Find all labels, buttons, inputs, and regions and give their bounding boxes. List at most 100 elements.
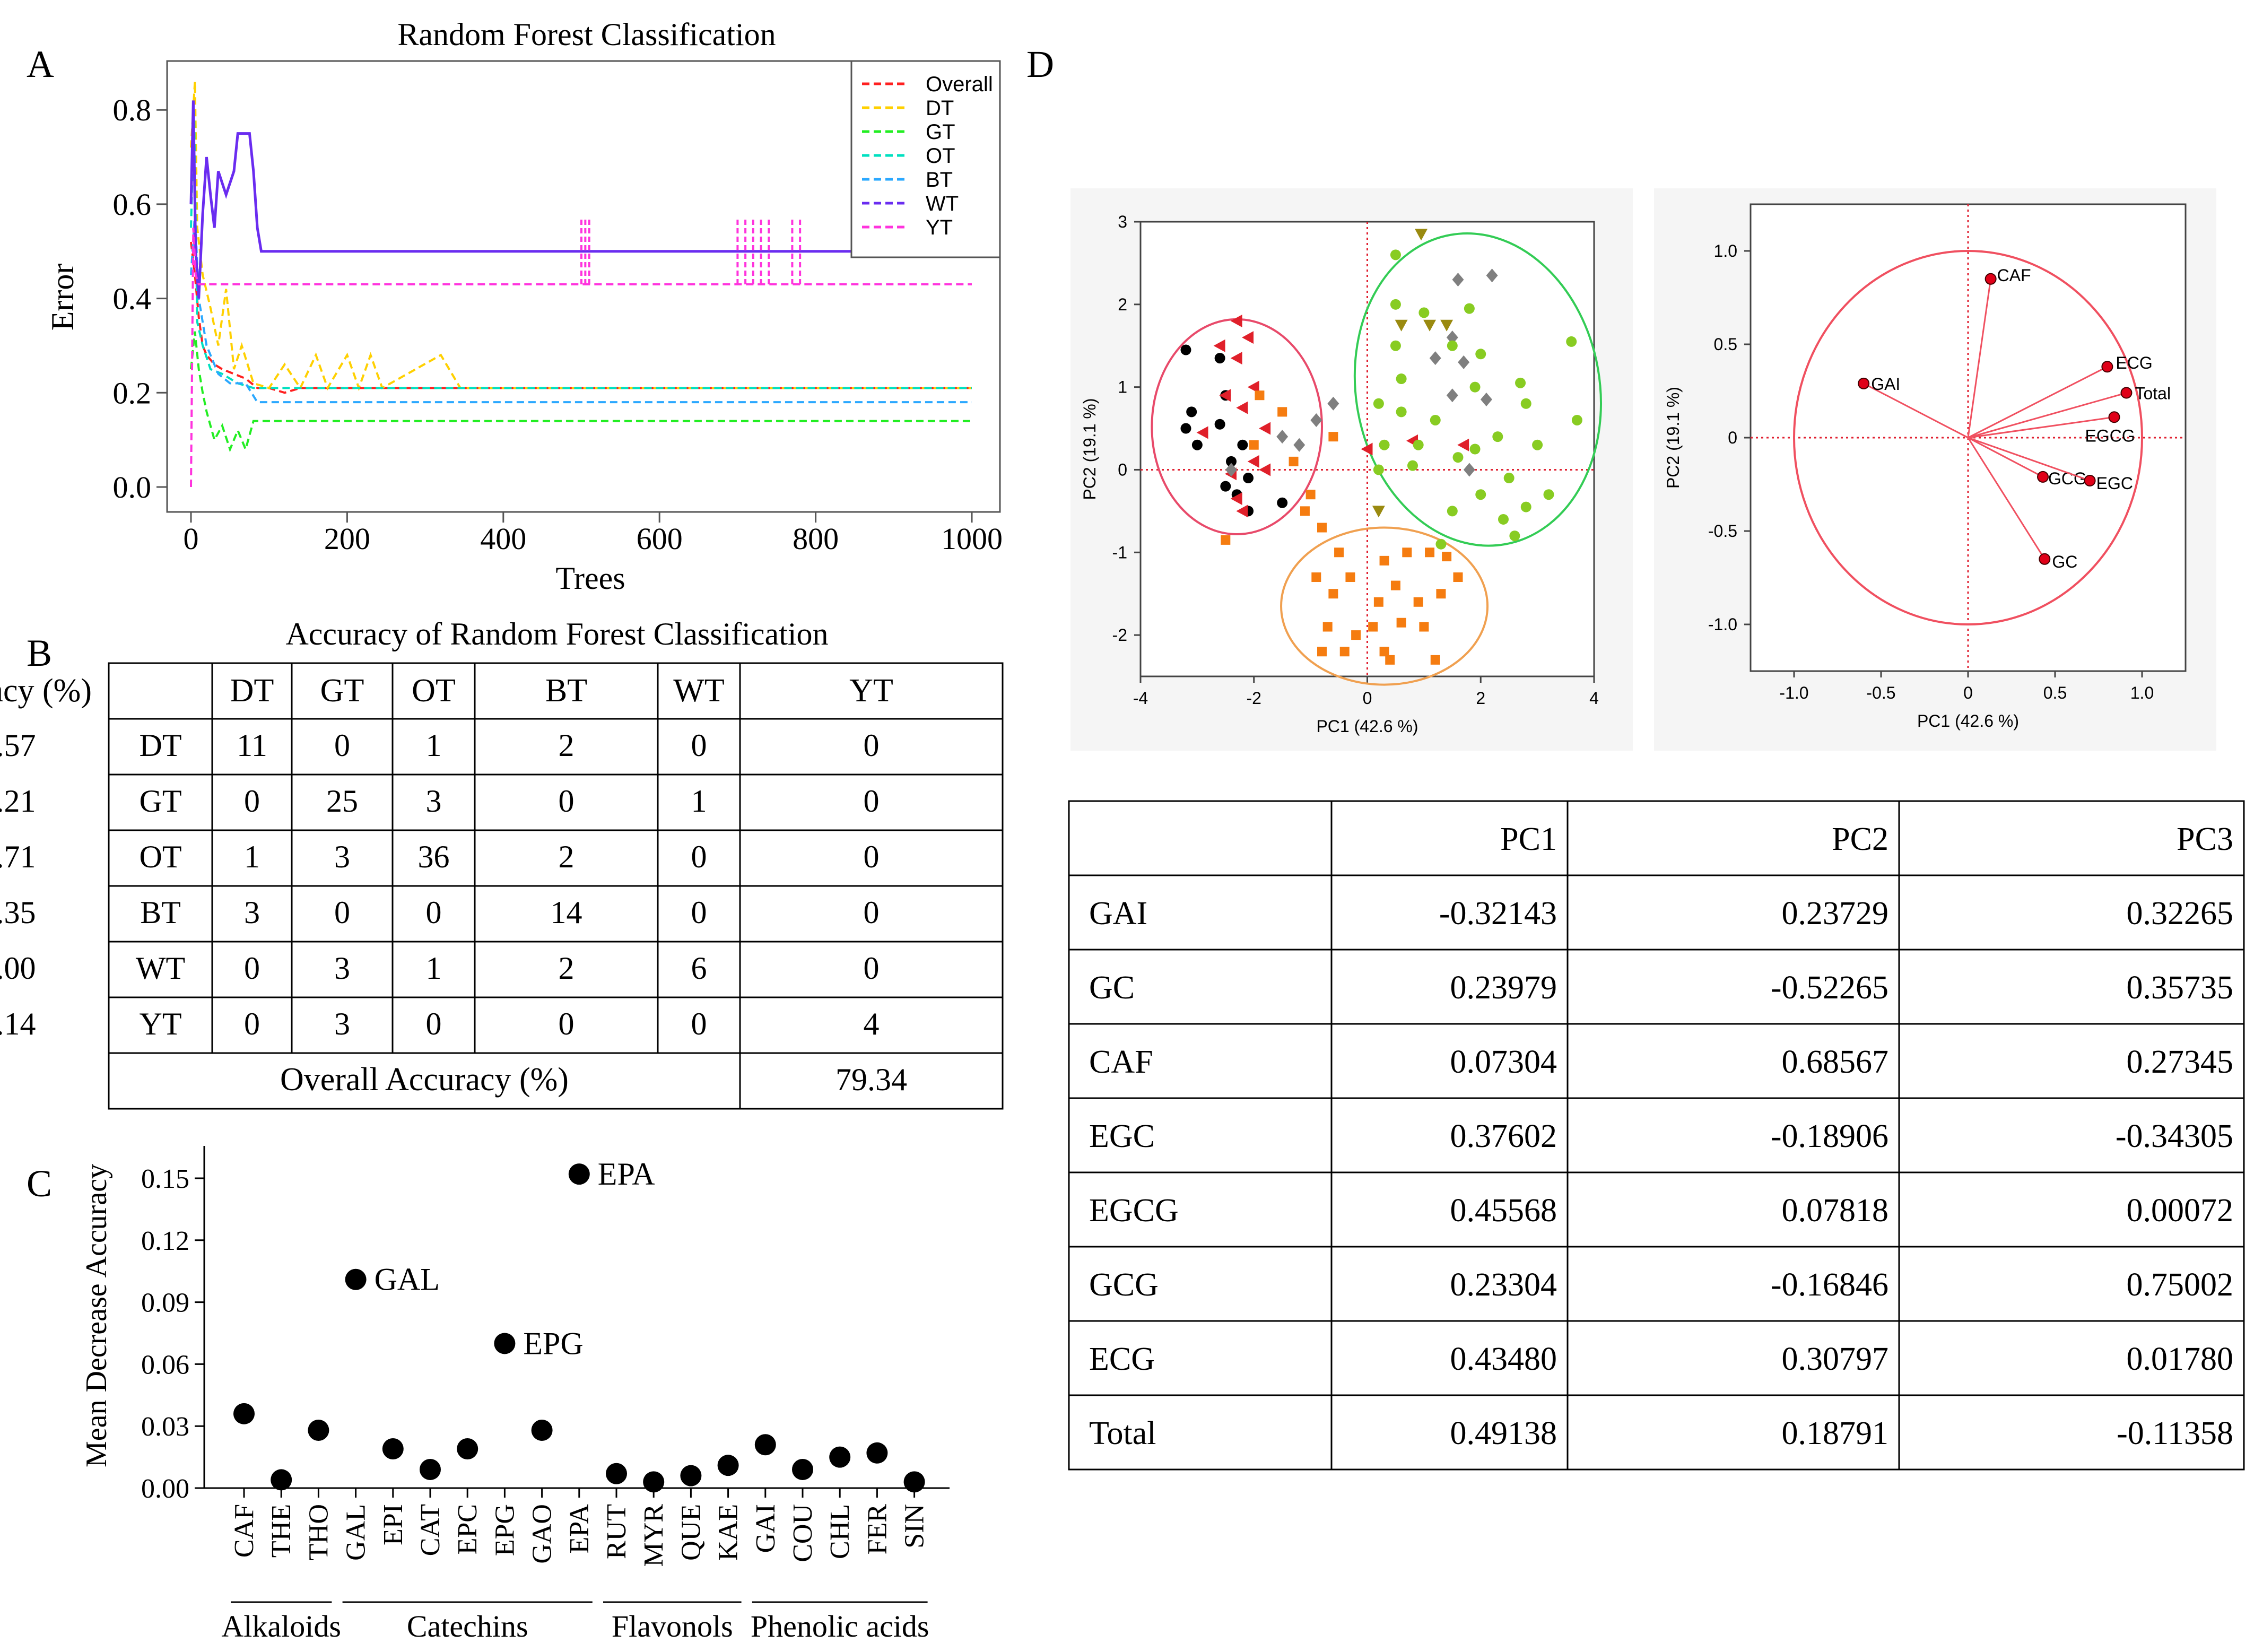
x-tick-label: -4 [1133,689,1148,708]
score-point-orange [1368,622,1378,632]
x-tick-label: CAT [415,1504,446,1556]
score-point-olive [1372,506,1385,518]
score-point-orange [1277,407,1287,417]
score-point-orange [1436,589,1446,599]
score-point-green [1373,398,1384,409]
table-cell: 0 [244,951,260,986]
importance-point-myr [643,1471,665,1493]
pca-table-cell: 0.68567 [1782,1044,1889,1080]
error-chart-ylabel: Error [45,264,80,331]
score-point-orange [1351,630,1361,640]
table-header-cell: GT [320,673,364,709]
table-cell: 0 [864,895,880,930]
pca-table-cell: 0.23729 [1782,895,1889,932]
score-point-black [1237,439,1248,450]
score-point-orange [1379,555,1389,566]
pca-table-cell: 0.18791 [1782,1415,1889,1451]
legend-label-bt: BT [926,168,953,192]
table-header-cell: YT [849,673,893,709]
y-tick-label: -0.5 [1708,521,1737,541]
score-point-black [1186,406,1197,418]
pca-table-cell: -0.32143 [1439,895,1557,932]
table-header-cell: OT [412,673,456,709]
x-tick-label: QUE [676,1504,706,1561]
table-cell: 6 [691,951,707,986]
score-point-red [1247,380,1259,394]
x-tick-label: 0 [184,521,199,556]
score-point-orange [1305,490,1316,500]
score-point-green [1498,514,1509,525]
table-cell: 0 [864,839,880,874]
table-cell: YT [140,1006,182,1041]
pca-loading-plot: -1.0 -0.5 0 0.5 1.0 -1.0 -0.5 0 0.5 1.0 PC1 (42.6 … [1664,203,2187,731]
score-point-orange [1317,647,1327,657]
table-cell: 3 [334,839,350,874]
panel-label-a: A [27,43,54,85]
score-point-green [1390,299,1401,310]
point-label: EPG [523,1326,583,1361]
importance-point-fer [866,1442,888,1464]
x-tick-label: -2 [1247,689,1261,708]
score-point-red [1259,463,1271,476]
table-cell: 0 [864,728,880,763]
overall-accuracy-value: 79.34 [835,1062,907,1097]
score-point-orange [1317,523,1327,533]
score-point-gray [1458,355,1470,369]
pca-table-cell: 0.45568 [1450,1193,1557,1229]
table-cell: 0 [691,895,707,930]
pca-table-cell: 0.07304 [1450,1044,1557,1080]
score-point-gray [1310,413,1322,427]
table-cell: 0 [244,1006,260,1041]
score-point-green [1469,444,1481,455]
pca-table-cell: -0.52265 [1771,970,1888,1006]
panel-label-d: D [1026,43,1054,85]
score-point-orange [1311,572,1321,582]
loading-point-ecg [2101,361,2113,373]
group-label: Alkaloids [221,1609,341,1644]
pca-table-cell: 0.43480 [1450,1341,1557,1377]
error-chart-xlabel: Trees [555,561,625,596]
score-point-green [1566,336,1577,347]
score-point-red [1230,314,1242,327]
y-tick-label: 0.2 [113,376,152,410]
legend-label-gt: GT [926,120,955,144]
x-tick-label: RUT [602,1504,632,1559]
y-tick-label: 0 [1118,460,1127,479]
x-tick-label: COU [788,1504,818,1562]
pca-table-row-label: EGC [1089,1118,1155,1154]
score-point-green [1475,349,1486,360]
pca-table-cell: -0.34305 [2116,1118,2233,1154]
x-tick-label: SIN [900,1504,930,1549]
table-header-cell: Accuracy (%) [0,673,92,709]
pca-table-row-label: GC [1089,970,1135,1006]
pca-table-cell: 0.49138 [1450,1415,1557,1451]
y-tick-label: -2 [1112,625,1127,645]
table-cell: 3 [334,1006,350,1041]
accuracy-table: Accuracy of Random Forest Classification… [0,616,1004,1110]
score-point-gray [1480,393,1492,407]
table-cell: 1 [244,839,260,874]
pca-table-cell: 0.07818 [1782,1193,1889,1229]
score-point-black [1214,419,1225,430]
loading-label: GAI [1871,375,1900,394]
score-point-gray [1446,388,1458,403]
table-cell: 85.71 [0,839,36,874]
y-tick-label: 0.8 [113,93,152,127]
score-ylabel: PC2 (19.1 %) [1080,398,1099,500]
x-tick-label: FER [862,1504,892,1555]
score-point-green [1509,531,1520,542]
table-cell: 3 [426,784,442,819]
loading-vector [1968,416,2114,439]
score-point-green [1452,452,1464,463]
x-tick-label: 2 [1476,689,1485,708]
score-point-gray [1327,396,1339,411]
table-cell: 25 [326,784,358,819]
table-cell: 36 [418,839,450,874]
pca-table-cell: 0.27345 [2127,1044,2234,1080]
score-point-orange [1339,647,1350,657]
importance-point-the [271,1469,292,1491]
score-point-orange [1396,618,1406,628]
table-header-cell: WT [673,673,724,709]
group-label: Catechins [407,1609,528,1644]
pca-table-header: PC3 [2177,821,2233,857]
